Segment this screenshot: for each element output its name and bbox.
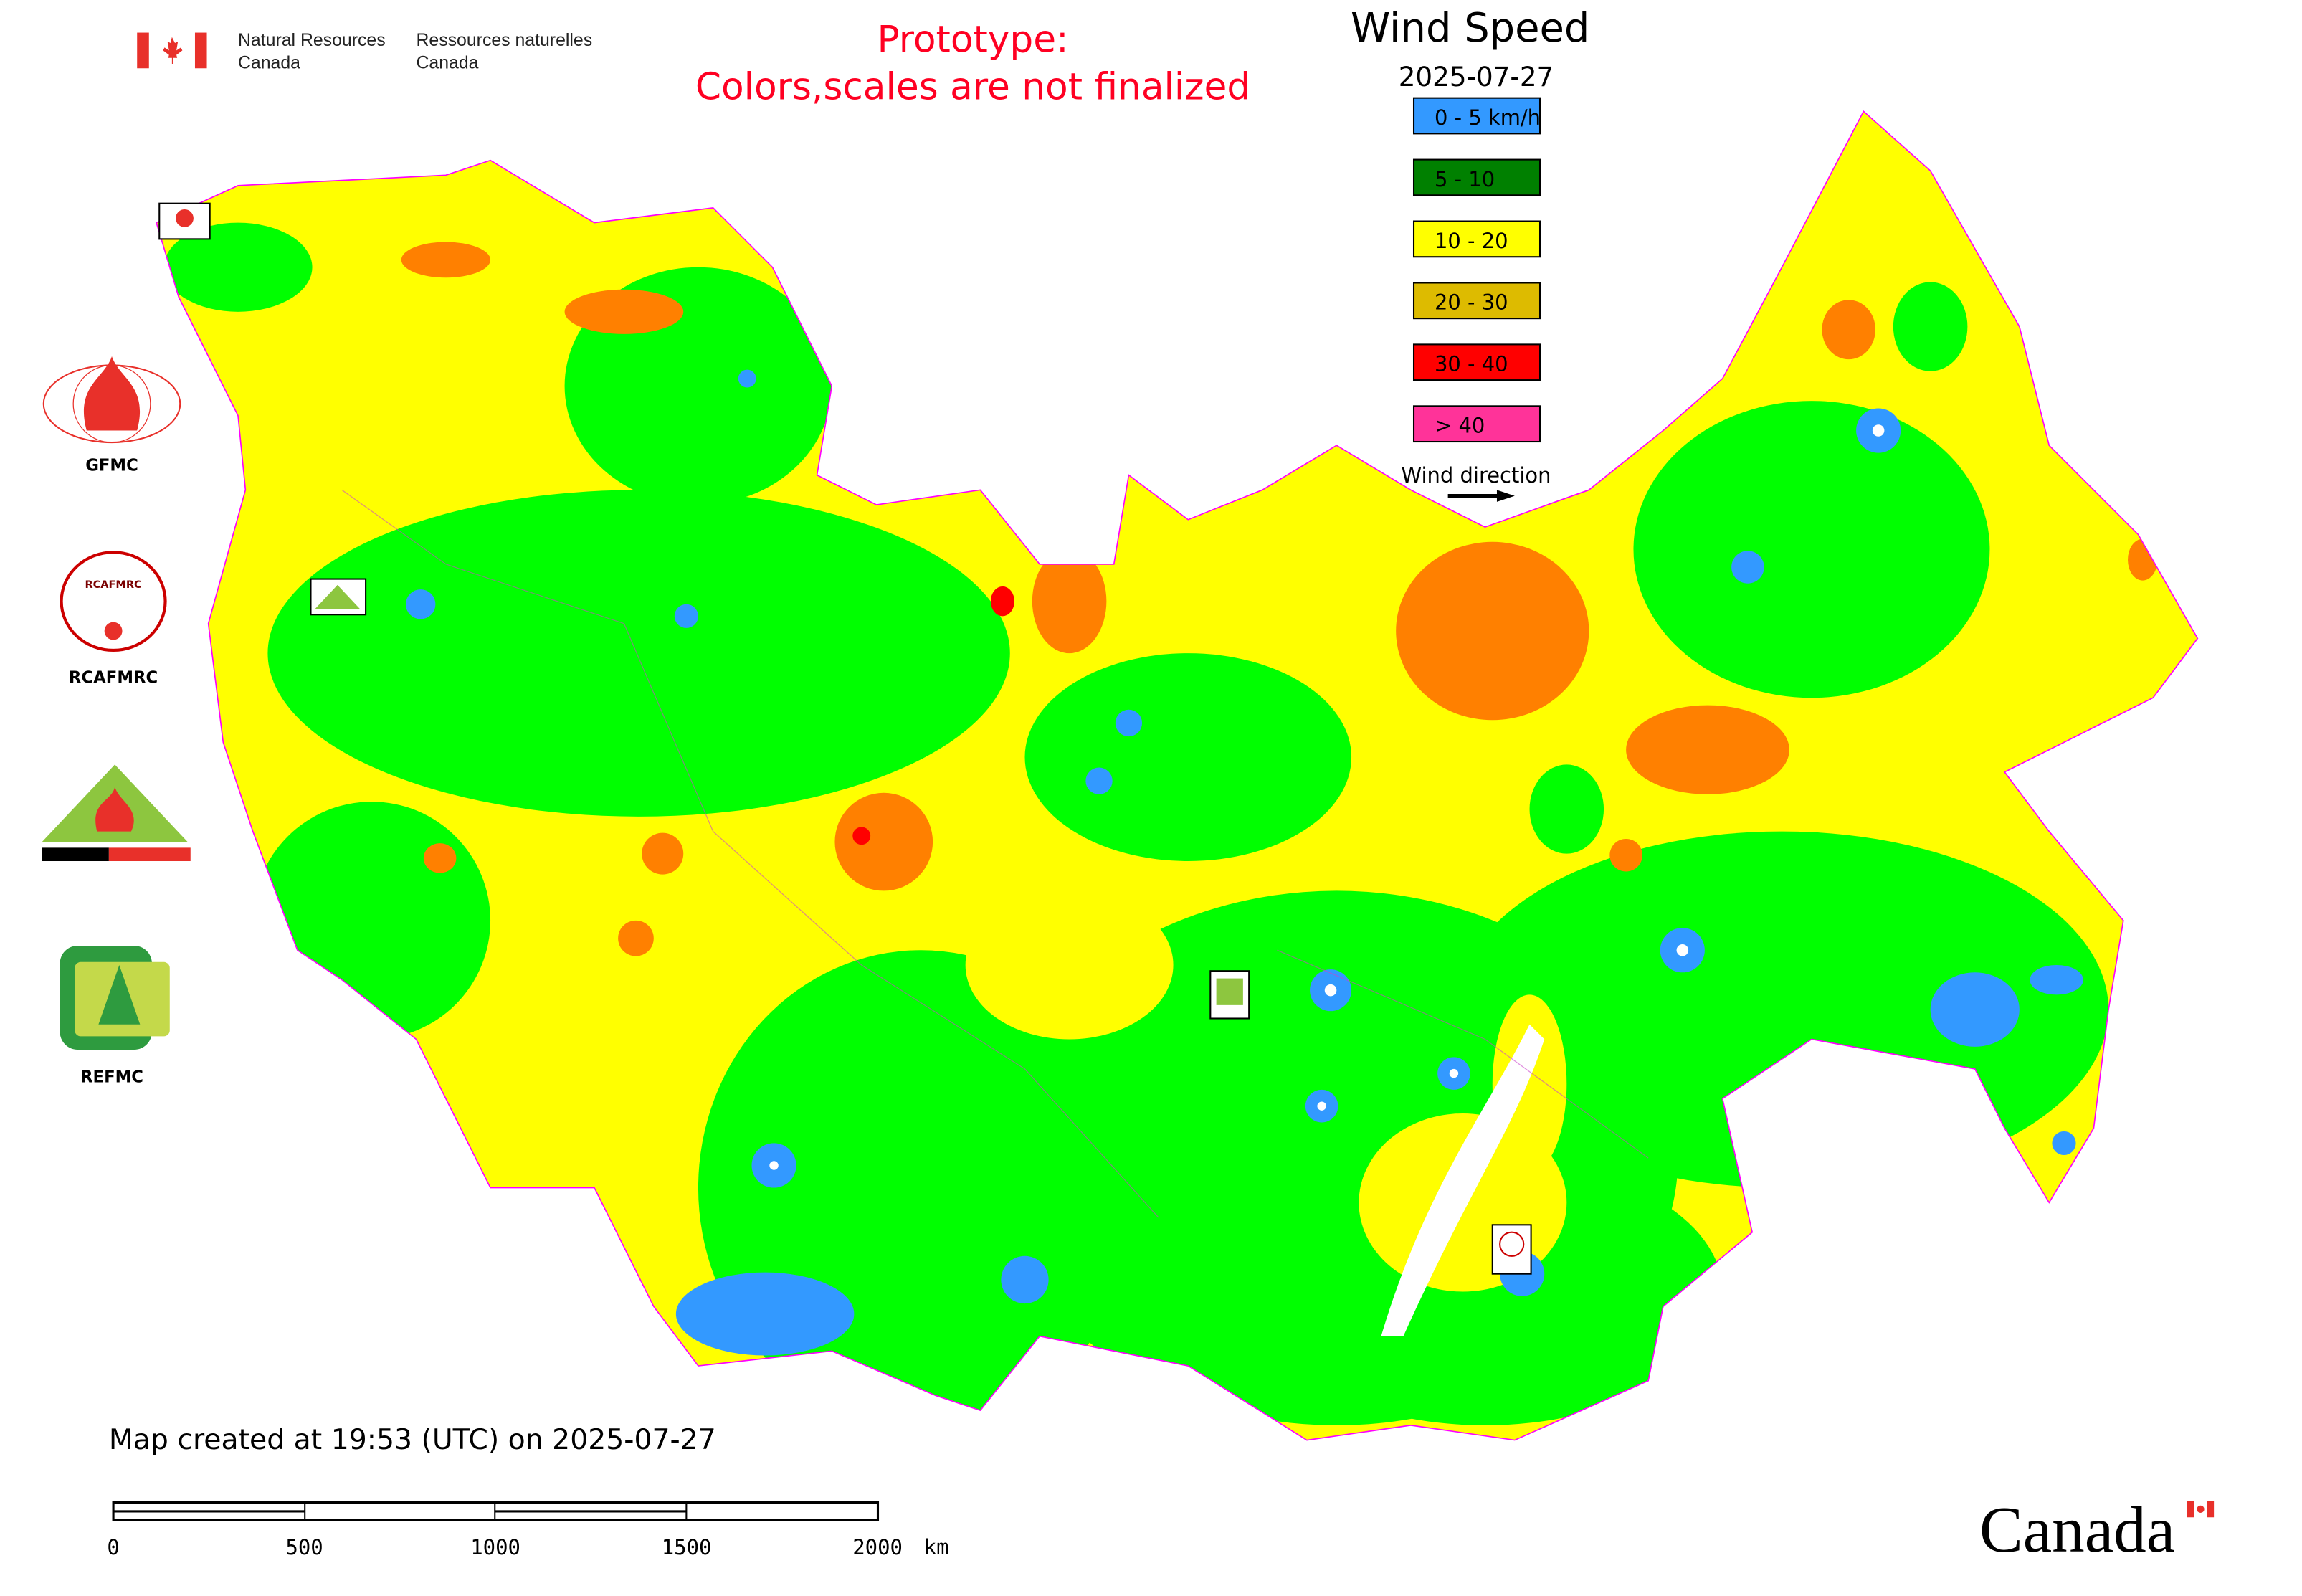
legend-item: 5 - 10 — [1412, 158, 1541, 196]
gfmc-label: GFMC — [85, 456, 138, 475]
zones-20-30 — [401, 242, 2158, 956]
legend-date: 2025-07-27 — [1399, 61, 1554, 92]
scale-tick-label: 1500 — [662, 1535, 712, 1559]
legend-label: 0 - 5 km/h — [1435, 105, 1541, 130]
admin-boundaries — [341, 489, 1649, 1218]
scale-tick-label: 500 — [285, 1535, 323, 1559]
arrow-right-icon — [1447, 490, 1515, 502]
legend-item: 10 - 20 — [1412, 220, 1541, 258]
flag-bar-left — [137, 32, 149, 69]
legend-label: 20 - 30 — [1435, 290, 1508, 315]
legend-swatch — [1412, 343, 1541, 381]
station-marker-gfmc[interactable] — [158, 202, 211, 240]
agency-country-en: Canada — [238, 53, 300, 72]
low-wind-centers — [769, 424, 1885, 1170]
agency-country-fr: Canada — [417, 53, 479, 72]
lake-baikal — [1381, 1024, 1545, 1336]
refmc-label: REFMC — [80, 1068, 143, 1087]
agency-name-fr: Ressources naturelles — [417, 31, 593, 50]
legend-swatch — [1412, 97, 1541, 135]
station-marker-reefmc[interactable] — [310, 578, 367, 616]
legend-label: 5 - 10 — [1435, 167, 1495, 191]
legend-swatch — [1412, 220, 1541, 258]
agency-name-en: Natural Resources — [238, 31, 386, 50]
canada-wordmark: Canada — [1979, 1493, 2215, 1566]
legend-label: 10 - 20 — [1435, 229, 1508, 253]
map-created-timestamp: Map created at 19:53 (UTC) on 2025-07-27 — [109, 1423, 716, 1456]
legend-label: 30 - 40 — [1435, 352, 1508, 376]
scale-unit: km — [924, 1535, 949, 1559]
reefmc-logo — [42, 764, 191, 862]
flag-bar-right — [194, 32, 207, 69]
legend-item: 30 - 40 — [1412, 343, 1541, 381]
gfmc-logo — [42, 356, 181, 444]
scale-bar: 0 500 1000 1500 2000 km — [107, 1501, 949, 1559]
legend-item: 0 - 5 km/h — [1412, 97, 1541, 135]
station-marker-rcafmrc[interactable] — [1491, 1224, 1532, 1275]
legend-item: > 40 — [1412, 405, 1541, 443]
legend-swatch — [1412, 405, 1541, 443]
rcafmrc-logo: RCAFMRC — [60, 551, 167, 652]
zones-30-40 — [852, 586, 1014, 845]
svg-text:Canada: Canada — [1979, 1493, 2175, 1566]
prototype-warning-subtitle: Colors,scales are not finalized — [695, 66, 1250, 109]
legend-label: > 40 — [1435, 414, 1485, 438]
legend-item: 20 - 30 — [1412, 282, 1541, 320]
svg-text:RCAFMRC: RCAFMRC — [85, 579, 142, 591]
station-marker-refmc[interactable] — [1209, 970, 1250, 1020]
wind-direction-label: Wind direction — [1401, 463, 1551, 488]
scale-tick-label: 2000 — [852, 1535, 903, 1559]
refmc-logo — [60, 946, 170, 1050]
maple-leaf-icon — [163, 37, 183, 65]
legend: Wind Speed 2025-07-27 0 - 5 km/h 5 - 10 10… — [1351, 5, 1589, 502]
rcafmrc-label: RCAFMRC — [69, 669, 158, 688]
legend-title: Wind Speed — [1351, 5, 1589, 52]
nrcan-signature: Natural Resources Canada Ressources natu… — [137, 31, 592, 72]
legend-swatch — [1412, 158, 1541, 196]
partner-logos: GFMC RCAFMRC RCAFMRC REFMC — [42, 356, 191, 1087]
scale-tick-label: 1000 — [470, 1535, 520, 1559]
legend-swatch — [1412, 282, 1541, 320]
prototype-warning-title: Prototype: — [877, 18, 1068, 61]
scale-tick-label: 0 — [107, 1535, 119, 1559]
